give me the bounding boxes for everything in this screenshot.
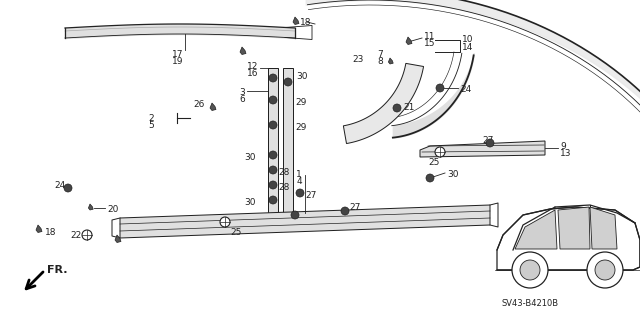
Text: 16: 16 — [246, 69, 258, 78]
Text: 18: 18 — [45, 228, 56, 237]
Text: 17: 17 — [172, 50, 184, 59]
Polygon shape — [590, 207, 617, 249]
Text: 12: 12 — [246, 62, 258, 71]
Text: 1: 1 — [296, 170, 302, 179]
Text: 24: 24 — [460, 85, 471, 94]
Text: 21: 21 — [403, 103, 414, 113]
Text: 6: 6 — [239, 95, 245, 104]
Text: 14: 14 — [462, 43, 474, 52]
Circle shape — [512, 252, 548, 288]
Text: 24: 24 — [54, 181, 66, 190]
Polygon shape — [515, 210, 557, 249]
Circle shape — [269, 121, 277, 129]
Text: 26: 26 — [194, 100, 205, 109]
Circle shape — [393, 104, 401, 112]
Circle shape — [284, 78, 292, 86]
Text: 28: 28 — [278, 168, 289, 177]
Polygon shape — [283, 68, 293, 220]
Text: 13: 13 — [560, 149, 572, 158]
Text: 30: 30 — [244, 198, 256, 207]
Text: 27: 27 — [482, 136, 493, 145]
Circle shape — [269, 166, 277, 174]
Circle shape — [587, 252, 623, 288]
Circle shape — [269, 96, 277, 104]
Text: 28: 28 — [278, 183, 289, 192]
Text: SV43-B4210B: SV43-B4210B — [501, 299, 559, 308]
Text: 30: 30 — [276, 215, 288, 224]
Text: 19: 19 — [172, 57, 184, 66]
Text: 3: 3 — [239, 88, 245, 97]
Circle shape — [341, 207, 349, 215]
Polygon shape — [558, 207, 590, 249]
Polygon shape — [36, 225, 42, 233]
Polygon shape — [293, 17, 299, 25]
Polygon shape — [344, 63, 424, 144]
Polygon shape — [88, 204, 93, 210]
Polygon shape — [497, 207, 640, 270]
Polygon shape — [240, 47, 246, 55]
Circle shape — [269, 151, 277, 159]
Text: 5: 5 — [148, 121, 154, 130]
Circle shape — [269, 181, 277, 189]
Text: 8: 8 — [377, 57, 383, 66]
Circle shape — [269, 74, 277, 82]
Text: 27: 27 — [305, 191, 316, 200]
Polygon shape — [115, 235, 121, 242]
Text: 15: 15 — [424, 39, 435, 48]
Text: 27: 27 — [349, 203, 360, 212]
Text: 23: 23 — [352, 55, 364, 64]
Circle shape — [436, 84, 444, 92]
Text: 22: 22 — [71, 231, 82, 240]
Polygon shape — [406, 37, 412, 44]
Circle shape — [520, 260, 540, 280]
Text: FR.: FR. — [47, 265, 67, 275]
Text: 7: 7 — [377, 50, 383, 59]
Polygon shape — [120, 205, 490, 238]
Polygon shape — [210, 103, 216, 110]
Circle shape — [426, 174, 434, 182]
Text: 11: 11 — [424, 32, 435, 41]
Text: 9: 9 — [560, 142, 566, 151]
Text: 2: 2 — [148, 114, 154, 123]
Text: 20: 20 — [107, 205, 118, 214]
Polygon shape — [388, 58, 393, 64]
Circle shape — [595, 260, 615, 280]
Circle shape — [269, 196, 277, 204]
Text: 30: 30 — [296, 72, 307, 81]
Text: 25: 25 — [230, 228, 241, 237]
Text: 10: 10 — [462, 35, 474, 44]
Circle shape — [291, 211, 299, 219]
Circle shape — [486, 139, 494, 147]
Polygon shape — [420, 141, 545, 157]
Text: 29: 29 — [295, 98, 307, 107]
Circle shape — [296, 189, 304, 197]
Circle shape — [220, 217, 230, 227]
Text: 29: 29 — [295, 123, 307, 132]
Polygon shape — [268, 68, 278, 220]
Text: 18: 18 — [300, 18, 312, 27]
Text: 4: 4 — [296, 177, 302, 186]
Text: 30: 30 — [447, 170, 458, 179]
Circle shape — [64, 184, 72, 192]
Circle shape — [435, 147, 445, 157]
Text: 30: 30 — [244, 153, 256, 162]
Text: 25: 25 — [428, 158, 440, 167]
Circle shape — [82, 230, 92, 240]
